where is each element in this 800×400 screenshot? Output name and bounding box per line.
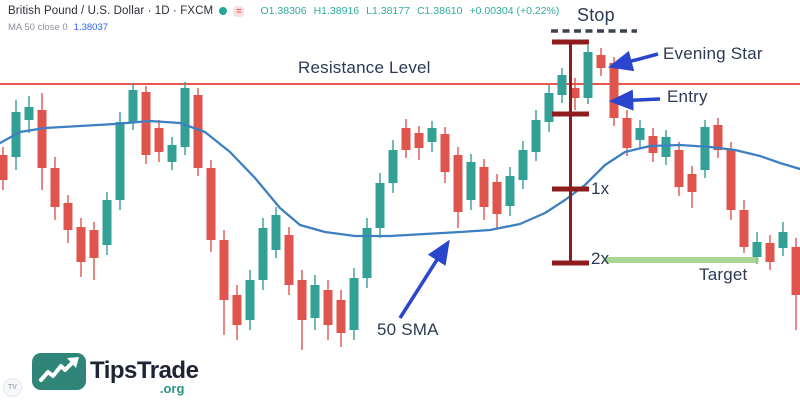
candle-body (427, 128, 437, 142)
candle-body (648, 136, 658, 153)
candle-body (232, 295, 242, 325)
candle-body (791, 247, 800, 295)
candle-body (115, 122, 125, 200)
candle-body (245, 280, 255, 320)
close-value: C1.38610 (416, 5, 463, 17)
candle-body (635, 128, 645, 140)
resistance-label: Resistance Level (298, 58, 431, 77)
candle-body (362, 228, 372, 278)
candle-body (505, 176, 515, 206)
candle-body (713, 125, 723, 150)
candle-body (310, 285, 320, 318)
candle-body (622, 118, 632, 148)
candle-body (453, 155, 463, 212)
candle-body (700, 127, 710, 170)
candle-body (661, 137, 671, 157)
ma-indicator-row: MA 50 close 0 1.38037 (8, 22, 108, 33)
candle-body (739, 210, 749, 247)
open-value: O1.38306 (260, 5, 307, 17)
logo-chart-icon (32, 353, 86, 390)
change-value: +0.00304 (+0.22%) (469, 5, 560, 17)
candle-body (778, 232, 788, 248)
candle-body (193, 95, 203, 168)
candle-body (154, 128, 164, 152)
logo-name: TipsTrade (90, 357, 199, 384)
candle-body (141, 92, 151, 155)
candle-body (674, 150, 684, 187)
candle-body (752, 242, 762, 257)
evening-star-arrow (607, 50, 659, 72)
candle-body (609, 63, 619, 118)
candle-body (128, 90, 138, 122)
candle-body (258, 228, 268, 280)
candle-body (466, 162, 476, 200)
candle-body (24, 107, 34, 120)
alert-badge-icon[interactable]: = (233, 5, 245, 17)
target-label: Target (699, 265, 748, 284)
candle-body (440, 134, 450, 172)
candle-body (349, 278, 359, 330)
status-dot-icon (219, 7, 228, 15)
candle-body (284, 235, 294, 285)
stop-label: Stop (577, 5, 615, 25)
candle-body (687, 174, 697, 192)
candle-body (765, 243, 775, 262)
logo-tld: .org (159, 381, 185, 396)
candle-body (63, 203, 73, 230)
tradingview-watermark-icon: TV (3, 378, 22, 397)
ma-value: 1.38037 (73, 22, 109, 33)
high-value: H1.38916 (313, 5, 360, 17)
candle-body (388, 150, 398, 183)
candle-body (323, 290, 333, 325)
candle-body (0, 155, 8, 180)
candle-body (89, 230, 99, 258)
tipstrade-logo: TipsTrade .org (32, 353, 199, 396)
candle-body (518, 150, 528, 180)
candle-body (219, 240, 229, 300)
one-x-label: 1x (591, 179, 610, 198)
candle-body (336, 300, 346, 333)
candle-body (570, 88, 580, 98)
sma-arrow (398, 239, 450, 319)
ma-label: MA 50 close 0 (8, 22, 68, 33)
entry-arrow (608, 89, 661, 111)
candle-body (726, 150, 736, 210)
candle-body (375, 183, 385, 228)
candle-body (206, 168, 216, 240)
candle-body (76, 227, 86, 262)
evening-star-label: Evening Star (663, 44, 763, 63)
entry-label: Entry (667, 87, 708, 106)
candle-body (492, 182, 502, 214)
candle-body (557, 75, 567, 95)
candle-body (102, 200, 112, 245)
candle-body (37, 110, 47, 168)
candle-body (531, 120, 541, 152)
candle-body (414, 133, 424, 148)
candle-body (544, 93, 554, 122)
candle-body (271, 215, 281, 250)
ohlc-values: O1.38306 H1.38916 L1.38177 C1.38610 +0.0… (260, 5, 559, 17)
candle-body (401, 128, 411, 150)
candle-body (596, 55, 606, 68)
candle-body (583, 52, 593, 98)
candle-body (167, 145, 177, 162)
low-value: L1.38177 (366, 5, 410, 17)
candle-body (297, 280, 307, 320)
symbol-header: British Pound / U.S. Dollar · 1D · FXCM … (8, 5, 559, 17)
candle-body (479, 167, 489, 207)
symbol-title: British Pound / U.S. Dollar · 1D · FXCM (8, 5, 214, 17)
candle-body (180, 88, 190, 147)
sma-label: 50 SMA (377, 320, 439, 339)
two-x-label: 2x (591, 249, 610, 268)
candle-body (50, 168, 60, 207)
sma-line (0, 119, 800, 238)
